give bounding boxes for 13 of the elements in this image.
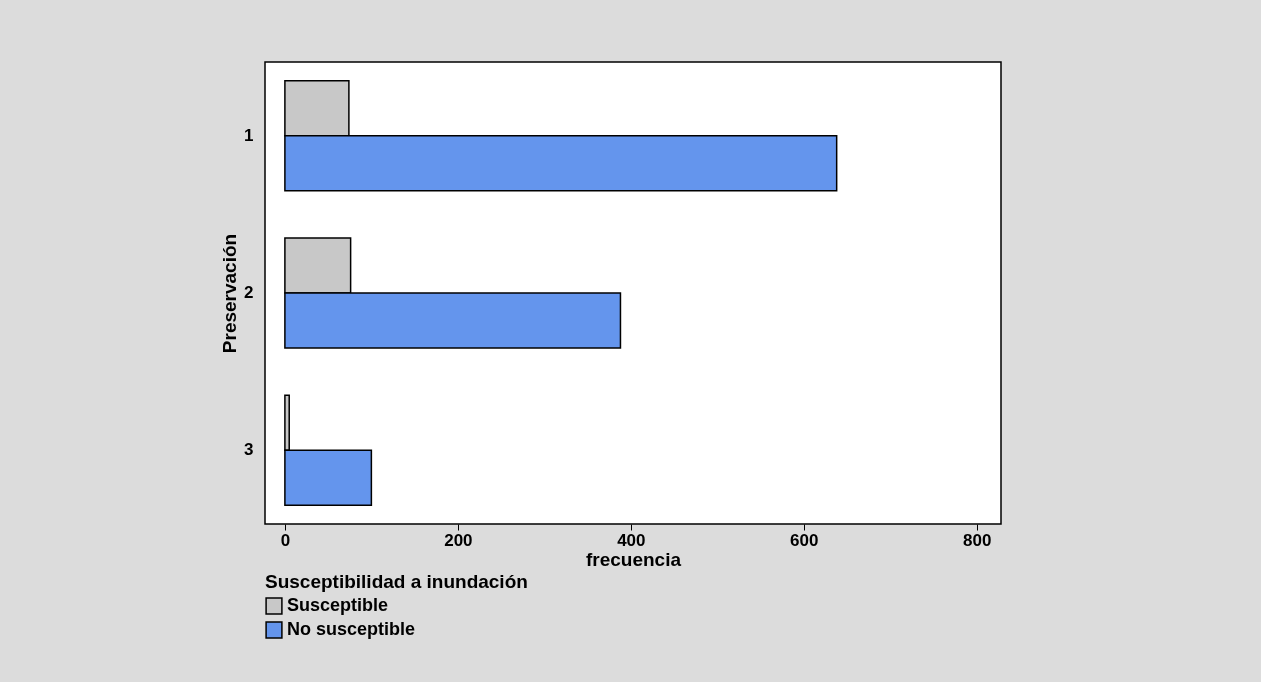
x-axis-title: frecuencia — [585, 548, 682, 570]
x-tick-label: 600 — [790, 530, 819, 550]
legend-label: Susceptible — [287, 595, 389, 615]
x-tick-label: 800 — [963, 530, 992, 550]
y-tick-label: 3 — [244, 440, 254, 460]
x-tick-label: 200 — [444, 530, 473, 550]
legend-label: No susceptible — [287, 619, 416, 639]
y-tick-label: 1 — [244, 125, 254, 145]
legend-title: Susceptibilidad a inundación — [265, 571, 528, 592]
y-axis-title: Preservación — [219, 233, 241, 354]
y-tick-label: 2 — [244, 283, 254, 302]
x-tick-label: 0 — [280, 530, 291, 550]
x-tick-label: 400 — [617, 530, 646, 550]
